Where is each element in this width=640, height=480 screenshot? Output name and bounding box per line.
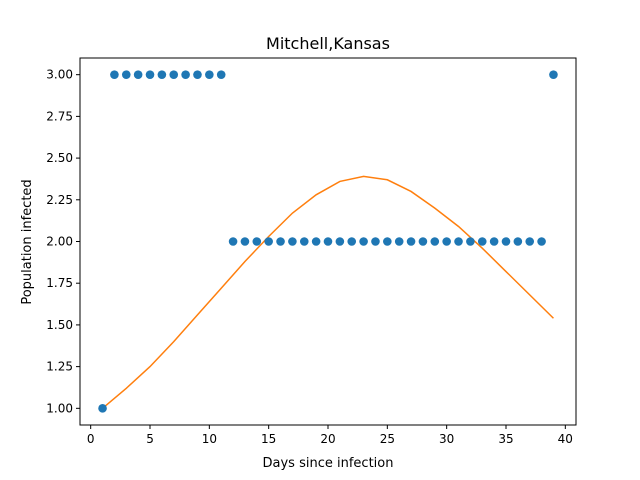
- data-point-14: [252, 237, 262, 246]
- y-axis: 1.00 1.25 1.50 1.75 2.00 2.25 2.50 2.75 3.00: [46, 68, 80, 415]
- plot-area: [98, 70, 558, 413]
- x-tick-label: 35: [498, 432, 513, 446]
- data-point-39: [549, 70, 558, 79]
- x-tick-label: 40: [558, 432, 573, 446]
- data-point-3: [121, 70, 131, 79]
- data-point-17: [288, 237, 297, 246]
- data-point-10: [205, 70, 214, 79]
- data-point-36: [513, 237, 523, 246]
- y-tick-label: 1.50: [46, 318, 73, 332]
- y-tick-label: 1.00: [46, 401, 73, 415]
- x-tick-label: 5: [146, 432, 154, 446]
- data-point-24: [371, 237, 380, 246]
- data-point-25: [383, 237, 392, 246]
- data-point-27: [406, 237, 416, 246]
- data-point-8: [181, 70, 190, 79]
- x-tick-label: 0: [87, 432, 95, 446]
- data-point-38: [537, 237, 546, 246]
- data-point-2: [110, 70, 119, 79]
- data-point-26: [394, 237, 404, 246]
- y-tick-label: 1.25: [46, 360, 73, 374]
- data-point-31: [454, 237, 463, 246]
- x-tick-label: 30: [439, 432, 454, 446]
- y-axis-label: Population infected: [20, 179, 35, 304]
- data-point-7: [169, 70, 179, 79]
- data-point-5: [145, 70, 155, 79]
- y-tick-label: 2.25: [46, 193, 73, 207]
- fit-curve-line: [102, 175, 554, 409]
- data-point-20: [323, 237, 333, 246]
- data-point-22: [347, 237, 357, 246]
- data-point-18: [299, 237, 309, 246]
- y-tick-label: 1.75: [46, 276, 73, 290]
- y-tick-label: 3.00: [46, 68, 73, 82]
- data-point-1: [98, 404, 107, 413]
- data-point-11: [216, 70, 226, 79]
- data-point-37: [525, 237, 535, 246]
- data-point-35: [501, 237, 511, 246]
- x-tick-label: 25: [380, 432, 395, 446]
- y-tick-label: 2.50: [46, 151, 73, 165]
- data-point-6: [157, 70, 167, 79]
- data-point-12: [228, 237, 238, 246]
- data-point-32: [466, 237, 475, 246]
- data-point-33: [477, 237, 487, 246]
- data-point-30: [442, 237, 451, 246]
- x-tick-label: 20: [320, 432, 335, 446]
- data-point-13: [240, 237, 250, 246]
- x-tick-label: 15: [261, 432, 276, 446]
- x-axis-label: Days since infection: [263, 456, 394, 471]
- data-point-28: [418, 237, 428, 246]
- data-point-19: [311, 237, 321, 246]
- chart-title: Mitchell,Kansas: [266, 34, 390, 53]
- data-point-15: [264, 237, 273, 246]
- data-point-34: [489, 237, 499, 246]
- y-tick-label: 2.00: [46, 235, 73, 249]
- data-point-23: [359, 237, 368, 246]
- data-point-4: [133, 70, 143, 79]
- x-axis: 0 5 10 15 20 25 30 35 40: [87, 425, 573, 446]
- y-tick-label: 2.75: [46, 109, 73, 123]
- x-tick-label: 10: [202, 432, 217, 446]
- data-point-29: [430, 237, 440, 246]
- data-point-21: [335, 237, 345, 246]
- data-point-9: [193, 70, 202, 79]
- data-point-16: [276, 237, 285, 246]
